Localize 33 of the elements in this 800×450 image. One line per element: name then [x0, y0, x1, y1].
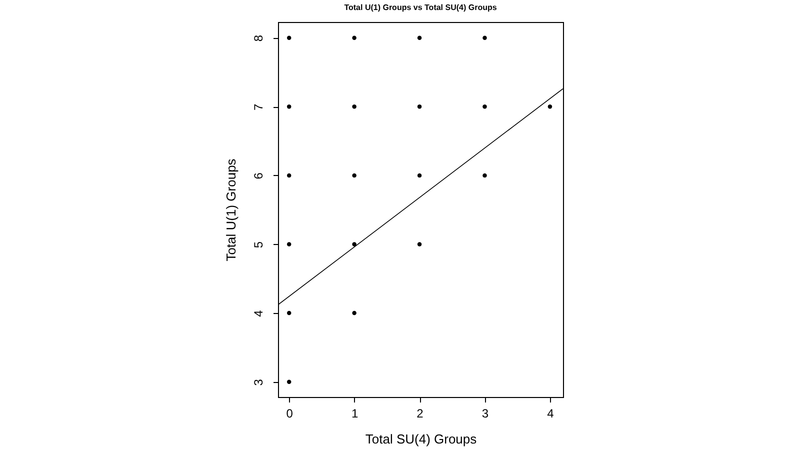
point: [286, 173, 292, 178]
x-tick-label: 4: [547, 406, 554, 420]
x-tick-label: 2: [416, 406, 424, 420]
y-tick-label: 4: [252, 310, 266, 317]
y-tick-label: 8: [252, 34, 266, 42]
point: [352, 36, 356, 40]
point: [482, 173, 487, 178]
x-tick-label: 3: [482, 406, 489, 420]
y-tick-label: 6: [252, 172, 266, 180]
point: [482, 36, 487, 40]
point: [286, 104, 292, 109]
y-tick-label: 3: [252, 378, 266, 386]
chart-title: Total U(1) Groups vs Total SU(4) Groups: [344, 3, 498, 12]
point: [417, 36, 422, 40]
point: [548, 104, 552, 109]
y-tick-label: 5: [252, 241, 266, 248]
point: [482, 104, 487, 109]
y-axis-title: Total U(1) Groups: [224, 158, 238, 262]
point: [286, 242, 292, 246]
point: [286, 36, 292, 40]
point: [352, 104, 356, 109]
y-tick-label: 7: [252, 103, 266, 110]
point: [352, 310, 356, 316]
point: [286, 380, 292, 384]
point: [417, 104, 422, 109]
point: [352, 173, 356, 178]
point: [417, 242, 422, 246]
point: [352, 242, 356, 246]
point: [286, 310, 292, 316]
x-tick-label: 0: [286, 406, 294, 420]
point: [417, 173, 422, 178]
x-tick-label: 1: [351, 406, 358, 420]
x-axis-title: Total SU(4) Groups: [365, 432, 478, 446]
